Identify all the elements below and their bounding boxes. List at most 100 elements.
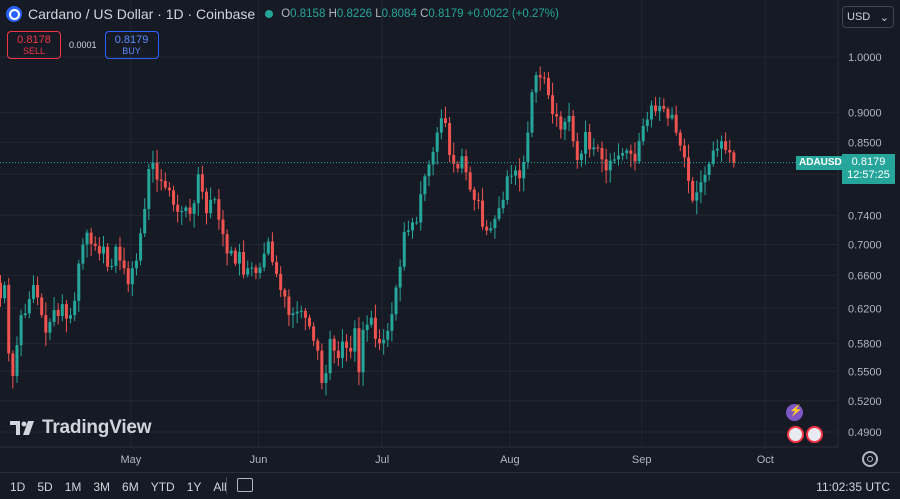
- y-tick-label: 0.5800: [848, 338, 882, 350]
- tradingview-watermark[interactable]: TradingView: [10, 417, 152, 439]
- buy-label: BUY: [122, 45, 141, 56]
- us-flag-event-icon[interactable]: [806, 426, 823, 443]
- candle-body: [60, 304, 64, 316]
- candle-body: [209, 199, 213, 214]
- candle-body: [258, 267, 262, 274]
- candle-body: [419, 194, 423, 223]
- candle-body: [542, 77, 546, 79]
- candle-body: [456, 163, 460, 169]
- candle-body: [229, 250, 233, 254]
- y-tick-label: 0.8500: [848, 137, 882, 149]
- candle-body: [192, 203, 196, 214]
- candle-body: [270, 241, 274, 263]
- candle-body: [534, 75, 538, 93]
- candle-body: [287, 296, 291, 316]
- utc-clock[interactable]: 11:02:35 UTC: [816, 480, 890, 494]
- candlestick-chart[interactable]: 1.00000.90000.85000.80000.74000.70000.66…: [0, 0, 900, 472]
- candle-body: [147, 169, 151, 209]
- candle-body: [176, 204, 180, 212]
- range-1y-button[interactable]: 1Y: [186, 480, 202, 494]
- market-status-dot-icon: [265, 10, 274, 18]
- range-ytd-button[interactable]: YTD: [150, 480, 175, 494]
- high-label: H: [328, 8, 337, 20]
- candle-body: [262, 253, 266, 268]
- x-tick-label: Sep: [632, 454, 652, 466]
- open-value: 0.8158: [290, 8, 326, 20]
- close-label: C: [420, 8, 429, 20]
- candle-body: [386, 330, 390, 340]
- candle-body: [641, 125, 645, 142]
- candle-body: [728, 149, 732, 153]
- candle-body: [254, 267, 258, 274]
- candle-body: [621, 153, 625, 156]
- candle-body: [336, 350, 340, 359]
- range-all-button[interactable]: All: [213, 480, 227, 494]
- candle-body: [732, 152, 736, 163]
- spread-value: 0.0001: [69, 40, 97, 50]
- range-5d-button[interactable]: 5D: [37, 480, 53, 494]
- candle-body: [250, 267, 254, 269]
- currency-select[interactable]: USD ⌄: [842, 6, 894, 28]
- candle-body: [122, 260, 126, 269]
- candle-body: [279, 273, 283, 290]
- candle-body: [608, 160, 612, 171]
- y-tick-label: 1.0000: [848, 52, 882, 64]
- open-label: O: [281, 8, 291, 20]
- candle-body: [411, 222, 414, 231]
- watermark-text: TradingView: [42, 417, 152, 438]
- range-6m-button[interactable]: 6M: [122, 480, 139, 494]
- candle-body: [126, 268, 130, 285]
- candle-body: [93, 243, 97, 247]
- candle-body: [715, 148, 719, 151]
- x-tick-label: Jun: [250, 454, 268, 466]
- candle-body: [526, 132, 530, 162]
- candle-body: [19, 315, 23, 346]
- candle-body: [654, 105, 658, 112]
- candle-body: [666, 108, 670, 119]
- candle-body: [468, 172, 472, 190]
- candle-body: [579, 153, 583, 161]
- candle-body: [73, 300, 77, 316]
- candle-body: [349, 347, 353, 352]
- sell-button[interactable]: 0.8178 SELL: [7, 31, 61, 59]
- symbol-title[interactable]: Cardano / US Dollar · 1D · Coinbase: [28, 6, 256, 22]
- candle-body: [180, 211, 184, 213]
- candle-body: [361, 329, 365, 373]
- buy-price: 0.8179: [114, 33, 149, 46]
- candle-body: [184, 207, 188, 212]
- candle-body: [7, 285, 11, 354]
- range-selector: 1D 5D 1M 3M 6M YTD 1Y All: [10, 480, 227, 494]
- candle-body: [382, 339, 386, 344]
- candle-body: [567, 115, 571, 122]
- candle-body: [283, 289, 287, 297]
- candle-body: [501, 199, 505, 209]
- range-3m-button[interactable]: 3M: [93, 480, 111, 494]
- candle-body: [448, 123, 452, 155]
- candle-body: [559, 116, 563, 130]
- range-1d-button[interactable]: 1D: [10, 480, 26, 494]
- candle-body: [48, 322, 52, 333]
- us-flag-event-icon[interactable]: [787, 426, 804, 443]
- calendar-goto-date-icon[interactable]: [237, 478, 253, 492]
- candle-body: [89, 232, 93, 244]
- range-1m-button[interactable]: 1M: [64, 480, 82, 494]
- candle-body: [476, 199, 480, 201]
- buy-button[interactable]: 0.8179 BUY: [104, 31, 159, 59]
- candle-body: [275, 262, 279, 274]
- candle-body: [291, 313, 295, 316]
- candle-body: [439, 118, 443, 133]
- candle-body: [427, 164, 431, 177]
- x-tick-label: Aug: [500, 454, 520, 466]
- candle-body: [555, 114, 559, 117]
- candle-body: [11, 353, 15, 377]
- candle-body: [332, 338, 336, 351]
- candle-body: [233, 250, 237, 264]
- x-tick-label: Jul: [375, 454, 389, 466]
- chart-legend: Cardano / US Dollar · 1D · Coinbase O0.8…: [6, 6, 559, 22]
- chart-settings-gear-icon[interactable]: [862, 451, 878, 467]
- y-tick-label: 0.9000: [848, 107, 882, 119]
- candle-body: [345, 341, 349, 348]
- candle-body: [143, 208, 147, 234]
- event-lightning-icon[interactable]: [786, 404, 803, 421]
- candle-body: [514, 170, 517, 176]
